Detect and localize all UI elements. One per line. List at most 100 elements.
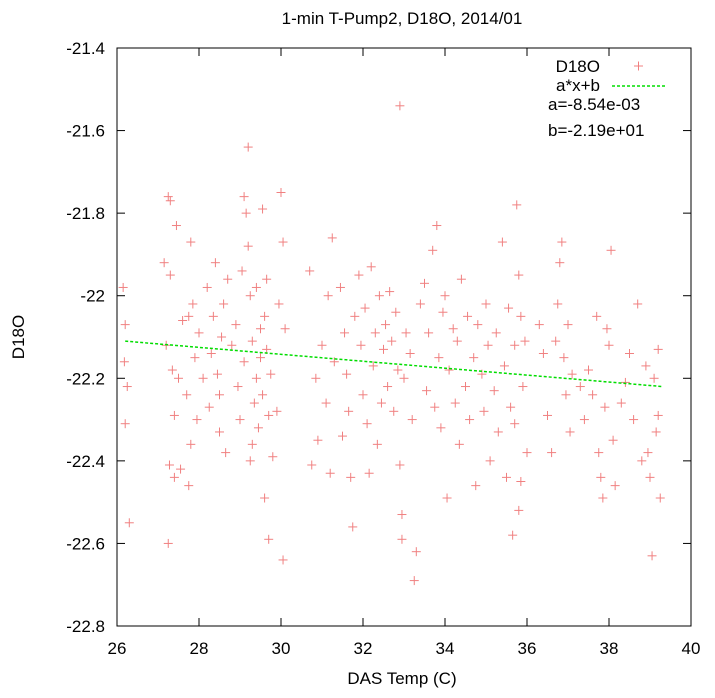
data-point [368, 361, 378, 371]
data-point [602, 324, 612, 334]
x-tick-label-0: 26 [108, 639, 127, 658]
data-point [239, 192, 249, 202]
y-tick-label-1: -21.6 [66, 122, 105, 141]
data-point [340, 328, 350, 338]
data-point [264, 534, 274, 544]
legend-label-fit: a*x+b [556, 76, 600, 95]
data-point [366, 262, 376, 272]
data-point [167, 365, 177, 375]
data-point [383, 382, 393, 392]
data-point [422, 386, 432, 396]
x-axis-label: DAS Temp (C) [347, 669, 456, 688]
data-point [643, 448, 653, 458]
data-point [186, 237, 196, 247]
data-point [547, 448, 557, 458]
fit-line [125, 340, 663, 388]
data-point [598, 493, 608, 503]
data-point [165, 196, 175, 206]
data-point [450, 398, 460, 408]
data-point [565, 427, 575, 437]
data-point [272, 406, 282, 416]
data-point [454, 439, 464, 449]
data-point [600, 402, 610, 412]
data-point [169, 472, 179, 482]
y-axis: -21.4 -21.6 -21.8 -22 -22.2 -22.4 -22.6 -22.8 [66, 39, 691, 636]
data-point [379, 344, 388, 354]
data-point [538, 349, 548, 359]
data-point [438, 307, 448, 317]
data-point [424, 328, 434, 338]
data-point [514, 505, 524, 515]
data-point [497, 237, 507, 247]
data-point [358, 390, 368, 400]
data-point [258, 204, 268, 214]
data-point [415, 299, 425, 309]
data-point [188, 299, 198, 309]
data-point [210, 258, 220, 268]
data-point [346, 472, 356, 482]
x-tick-label-7: 40 [682, 639, 701, 658]
data-point [485, 456, 495, 466]
data-point [504, 303, 514, 313]
data-point [397, 534, 407, 544]
data-point [483, 340, 493, 350]
data-point [348, 522, 358, 532]
y-tick-label-2: -21.8 [66, 204, 105, 223]
data-point [120, 320, 130, 330]
data-point [204, 402, 214, 412]
data-point [385, 287, 395, 297]
data-point [260, 493, 270, 503]
data-point [479, 406, 489, 416]
data-point [432, 221, 442, 231]
data-point [335, 282, 345, 292]
fit-param-b: b=-2.19e+01 [548, 121, 644, 140]
data-point [198, 373, 208, 383]
data-point [575, 382, 585, 392]
data-point [186, 439, 196, 449]
data-point [307, 460, 317, 470]
data-point [245, 291, 255, 301]
data-point [118, 282, 128, 292]
data-point [428, 245, 438, 255]
data-point [253, 423, 263, 433]
data-point [561, 390, 571, 400]
data-point [508, 530, 518, 540]
data-point [510, 340, 520, 350]
data-point [629, 415, 639, 425]
data-point [616, 398, 626, 408]
data-point [381, 320, 391, 330]
data-point [594, 448, 604, 458]
x-tick-label-4: 34 [436, 639, 455, 658]
x-tick-label-6: 38 [600, 639, 619, 658]
data-point [208, 311, 218, 321]
data-point [506, 402, 516, 412]
data-point [522, 448, 532, 458]
data-point [262, 274, 272, 284]
data-point [268, 452, 278, 462]
data-point [221, 448, 231, 458]
data-point [243, 241, 253, 251]
data-point [452, 336, 462, 346]
data-point [325, 468, 335, 478]
data-point [192, 415, 202, 425]
data-point [387, 336, 397, 346]
data-point [407, 415, 417, 425]
data-point [280, 324, 290, 334]
data-point [637, 456, 647, 466]
data-point [171, 221, 181, 231]
data-point [430, 402, 440, 412]
data-point [360, 303, 370, 313]
data-point [247, 336, 257, 346]
data-point [247, 439, 257, 449]
data-point [169, 410, 179, 420]
y-tick-label-3: -22 [80, 287, 105, 306]
data-point [469, 353, 479, 363]
data-point [633, 299, 643, 309]
chart-title: 1-min T-Pump2, D18O, 2014/01 [282, 9, 523, 28]
data-point [436, 423, 446, 433]
x-tick-label-2: 30 [272, 639, 291, 658]
data-point [120, 419, 130, 429]
data-point [321, 398, 331, 408]
data-point [473, 320, 483, 330]
